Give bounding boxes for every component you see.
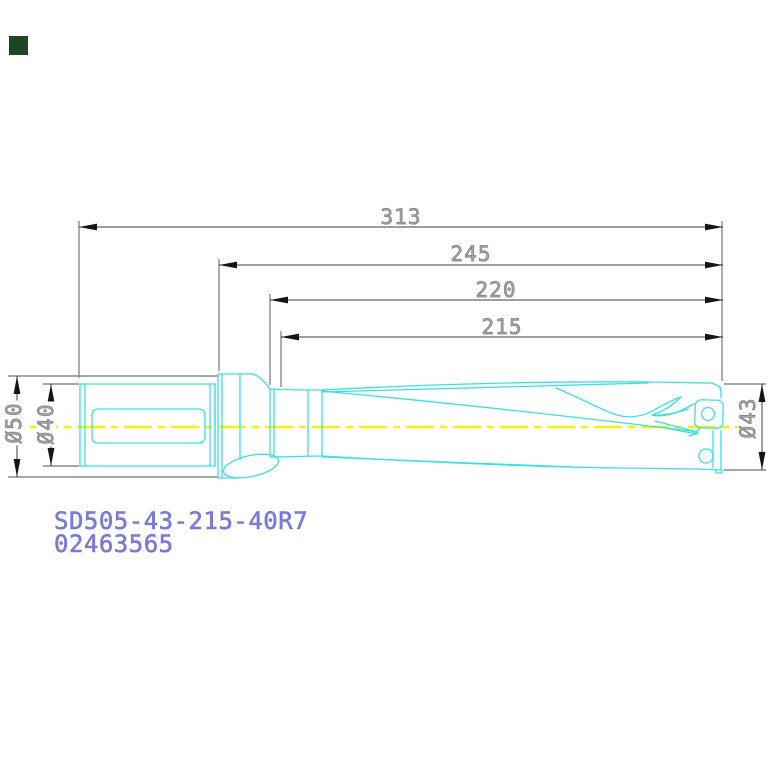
dim-label-shank-diameter: Ø40: [34, 401, 58, 447]
dim-label-cutting-diameter: Ø43: [736, 395, 760, 441]
dim-label-overall-length: 313: [380, 205, 422, 229]
dim-label-length-245: 245: [450, 242, 492, 266]
dim-label-length-220: 220: [475, 278, 517, 302]
extension-lines: [8, 221, 766, 478]
insert-screw-hole: [700, 406, 716, 422]
drill-head: [693, 382, 724, 474]
shank-flat: [91, 408, 206, 444]
flange-scoop: [222, 453, 280, 479]
dim-label-flute-length: 215: [481, 315, 523, 339]
watermark-square: [9, 36, 28, 55]
order-number-text: 02463565: [54, 530, 174, 558]
collar-outline: [217, 373, 280, 479]
dimension-lines: [16, 226, 763, 477]
neck-outline: [269, 388, 323, 458]
insert-screw-hole-lower: [698, 448, 714, 464]
insert-pocket: [694, 399, 724, 429]
flute-lines: [321, 381, 713, 470]
part-number-text: SD505-43-215-40R7: [54, 507, 309, 535]
dim-label-flange-diameter: Ø50: [2, 400, 26, 446]
insert-corner: [715, 469, 723, 474]
dimension-arrowheads: [13, 223, 766, 477]
shank-outline: [79, 383, 216, 467]
